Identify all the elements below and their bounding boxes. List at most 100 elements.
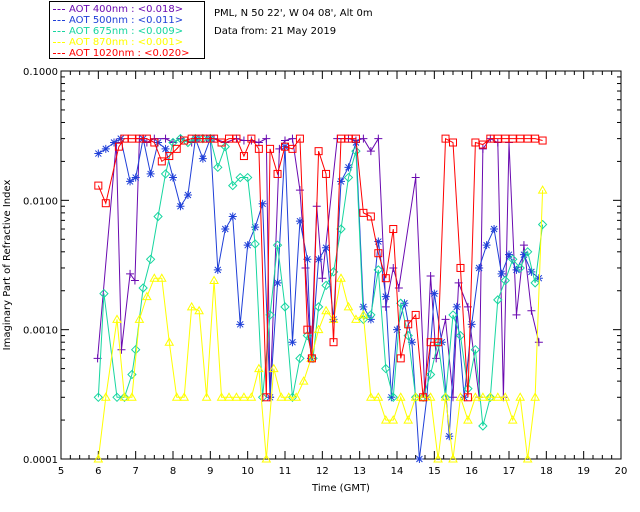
point-asterisk — [381, 292, 390, 301]
point-asterisk — [505, 250, 513, 259]
point-square — [94, 181, 103, 190]
point-plus — [295, 186, 304, 195]
point-triangle — [418, 392, 428, 401]
point-square — [232, 134, 241, 143]
point-plus — [359, 134, 368, 143]
point-diamond — [213, 162, 223, 173]
location-text: PML, N 50 22', W 04 08', Alt 0m — [214, 8, 373, 19]
point-diamond — [485, 392, 496, 402]
point-asterisk — [527, 267, 536, 276]
point-triangle — [283, 392, 294, 401]
point-square — [247, 134, 256, 143]
legend-line-icon — [53, 52, 65, 54]
legend-line-icon — [53, 41, 65, 43]
point-asterisk — [430, 289, 439, 298]
point-plus — [534, 338, 543, 347]
x-tick-label: 14 — [391, 466, 404, 477]
point-diamond — [410, 392, 421, 402]
point-asterisk — [415, 455, 424, 463]
y-tick-label: 0.0010 — [23, 326, 58, 337]
point-square — [165, 152, 174, 161]
point-square — [266, 144, 275, 153]
point-triangle — [306, 353, 316, 362]
point-asterisk — [314, 255, 323, 264]
point-triangle — [537, 185, 548, 194]
point-diamond — [478, 421, 488, 431]
point-diamond — [388, 392, 398, 402]
x-tick-label: 11 — [279, 466, 292, 477]
date-text: Data from: 21 May 2019 — [214, 26, 337, 37]
point-triangle — [164, 337, 175, 346]
point-diamond — [228, 180, 238, 191]
point-diamond — [493, 295, 503, 305]
point-triangle — [388, 415, 399, 424]
point-triangle — [343, 301, 354, 311]
point-asterisk — [131, 173, 140, 182]
point-asterisk — [198, 154, 207, 163]
point-diamond — [343, 172, 354, 183]
point-triangle — [492, 392, 503, 401]
point-diamond — [153, 211, 163, 222]
point-diamond — [190, 133, 201, 144]
point-diamond — [351, 146, 361, 156]
series-line-675nm — [97, 138, 544, 427]
point-triangle — [142, 291, 152, 301]
legend-item-500nm: AOT 500nm : <0.011> — [53, 15, 183, 26]
series-line-870nm — [97, 190, 544, 460]
point-diamond — [235, 172, 245, 183]
point-triangle — [395, 392, 406, 401]
point-plus — [426, 271, 435, 280]
point-square — [322, 169, 331, 178]
point-diamond — [138, 283, 148, 293]
point-square — [288, 144, 297, 153]
point-asterisk — [161, 144, 170, 153]
point-plus — [512, 310, 521, 319]
point-triangle — [530, 392, 540, 401]
point-square — [381, 274, 390, 283]
point-diamond — [99, 288, 109, 299]
point-asterisk — [374, 237, 383, 246]
point-square — [411, 310, 420, 319]
point-square — [239, 152, 248, 161]
point-triangle — [463, 415, 473, 424]
series-870nm — [93, 185, 548, 463]
point-plus — [527, 306, 536, 315]
point-plus — [441, 315, 450, 324]
point-diamond — [313, 302, 324, 312]
point-diamond — [112, 392, 122, 402]
x-tick-label: 12 — [316, 466, 329, 477]
point-plus — [519, 241, 528, 250]
point-square — [101, 199, 110, 208]
point-asterisk — [407, 338, 416, 347]
point-triangle — [231, 392, 242, 401]
point-triangle — [336, 273, 346, 282]
point-diamond — [198, 133, 208, 144]
point-diamond — [336, 224, 346, 234]
point-triangle — [246, 392, 257, 401]
axis-ticks: 5 6 7 8 9 10 11 12 13 14 15 16 17 18 19 20 0.0001 0.0010 0… — [23, 67, 627, 477]
point-triangle — [291, 392, 302, 401]
point-triangle — [380, 415, 391, 424]
point-asterisk — [288, 338, 297, 347]
legend-label: AOT 870nm : <0.001> — [69, 37, 184, 48]
point-asterisk — [243, 241, 252, 250]
point-triangle — [112, 314, 122, 323]
legend-line-icon — [53, 8, 65, 10]
point-plus — [432, 354, 441, 363]
point-asterisk — [146, 169, 155, 178]
x-tick-label: 6 — [95, 466, 101, 477]
series-500nm — [94, 134, 543, 463]
point-diamond — [119, 392, 130, 402]
point-asterisk — [512, 265, 521, 274]
point-asterisk — [258, 199, 267, 208]
point-triangle — [328, 314, 339, 323]
point-triangle — [149, 273, 160, 282]
point-square — [366, 212, 375, 221]
legend-item-870nm: AOT 870nm : <0.001> — [53, 37, 183, 48]
point-asterisk — [295, 217, 304, 226]
point-square — [449, 138, 457, 147]
point-plus — [411, 173, 420, 182]
point-triangle — [448, 453, 458, 463]
point-triangle — [410, 392, 421, 401]
